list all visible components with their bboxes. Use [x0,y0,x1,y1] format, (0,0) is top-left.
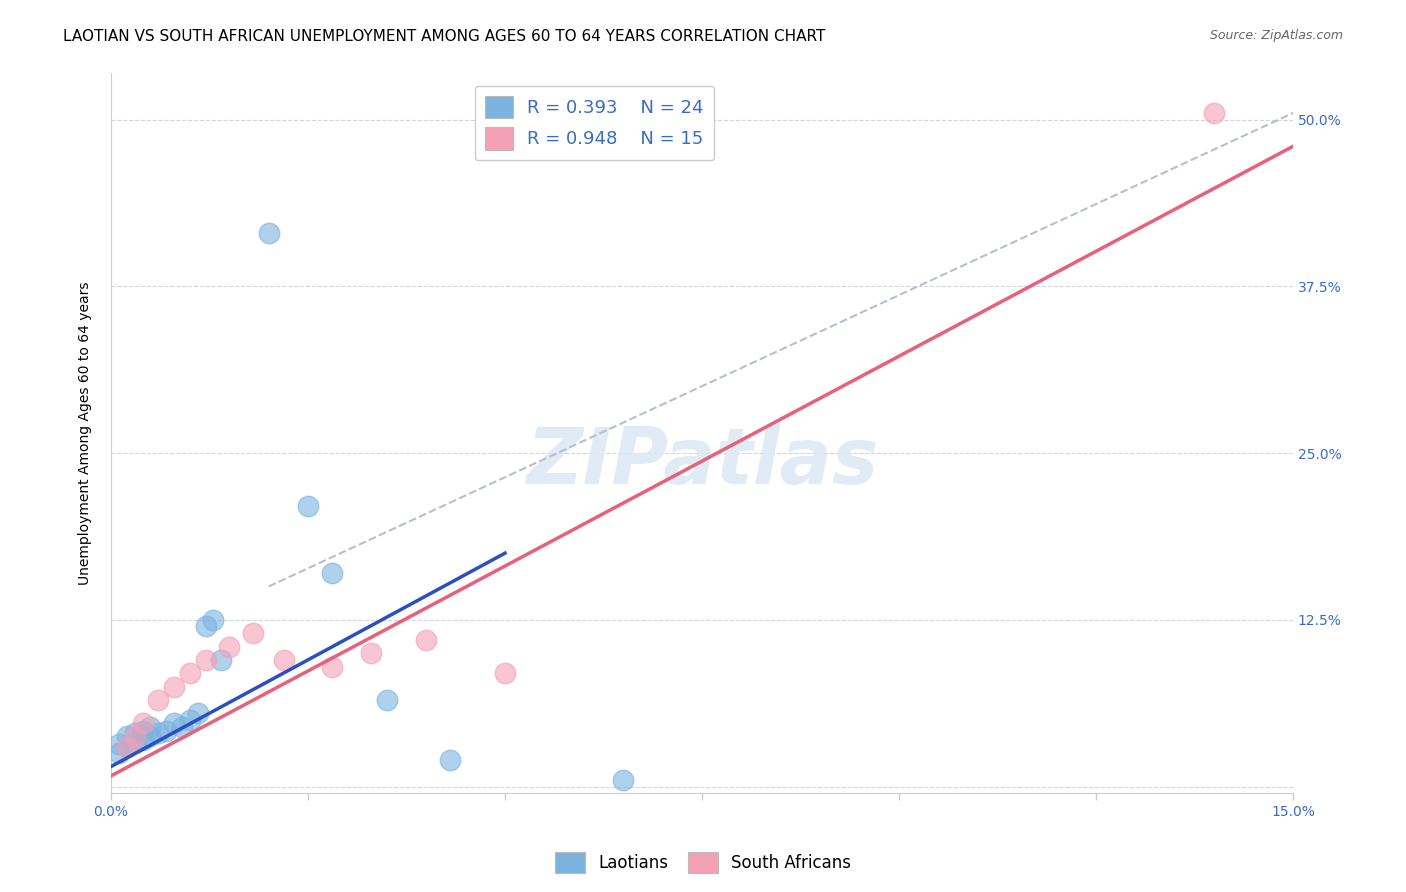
Point [155,723,177,738]
Point [187,706,209,721]
Point [131,715,153,730]
Point [179,666,201,681]
Point [209,653,232,667]
Point [108,737,131,751]
Point [1204,106,1226,120]
Point [218,640,240,654]
Point [612,772,634,787]
Point [148,693,170,707]
Point [194,653,217,667]
Point [257,226,280,240]
Point [494,666,516,681]
Point [139,729,162,743]
Point [273,653,295,667]
Point [163,715,186,730]
Text: Source: ZipAtlas.com: Source: ZipAtlas.com [1209,29,1343,42]
Text: LAOTIAN VS SOUTH AFRICAN UNEMPLOYMENT AMONG AGES 60 TO 64 YEARS CORRELATION CHAR: LAOTIAN VS SOUTH AFRICAN UNEMPLOYMENT AM… [63,29,825,44]
Y-axis label: Unemployment Among Ages 60 to 64 years: Unemployment Among Ages 60 to 64 years [79,281,93,585]
Point [360,646,382,660]
Point [415,632,437,647]
Point [124,729,146,743]
Point [108,746,131,760]
Legend: Laotians, South Africans: Laotians, South Africans [548,846,858,880]
Point [202,613,225,627]
Point [439,753,461,767]
Point [321,659,343,673]
Point [124,726,146,740]
Point [115,739,138,754]
Point [321,566,343,581]
Point [115,739,138,754]
Point [115,729,138,743]
Text: ZIPatlas: ZIPatlas [526,424,879,500]
Point [194,619,217,633]
Legend: R = 0.393    N = 24, R = 0.948    N = 15: R = 0.393 N = 24, R = 0.948 N = 15 [475,86,714,161]
Point [131,732,153,747]
Point [163,680,186,694]
Point [170,719,193,733]
Point [179,713,201,727]
Point [139,719,162,733]
Point [375,693,398,707]
Point [131,723,153,738]
Point [242,626,264,640]
Point [297,500,319,514]
Point [148,726,170,740]
Point [124,735,146,749]
